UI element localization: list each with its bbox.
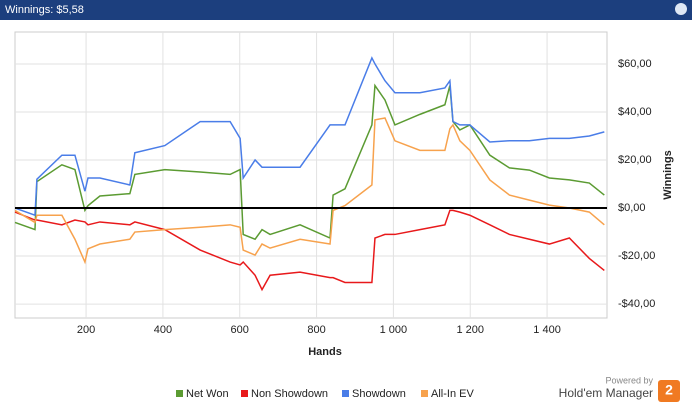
powered-by: Powered by [605,375,653,385]
chart-title: Winnings: $5,58 [5,4,84,16]
x-tick-label: 800 [307,324,325,336]
header-bar [0,0,692,20]
legend-swatch [241,390,248,397]
help-icon[interactable] [675,3,687,15]
x-tick-label: 1 000 [380,324,408,336]
plot-area [14,31,608,319]
legend-label: Non Showdown [251,388,328,400]
y-tick-label: $40,00 [618,106,652,118]
series-line [14,209,605,292]
y-tick-label: $0,00 [618,202,646,214]
legend-label: Showdown [352,388,406,400]
legend-swatch [421,390,428,397]
x-tick-label: 600 [231,324,249,336]
legend-label: Net Won [186,388,229,400]
series-line [14,117,605,265]
logo [658,380,680,402]
x-axis-title: Hands [308,346,342,358]
series-line [14,56,605,217]
x-tick-label: 200 [77,324,95,336]
legend-label: All-In EV [431,388,474,400]
x-tick-label: 400 [154,324,172,336]
product-name: Hold'em Manager [559,386,653,400]
legend-swatch [342,390,349,397]
y-tick-label: -$40,00 [618,298,655,310]
logo-text: 2 [665,382,673,398]
y-tick-label: $20,00 [618,154,652,166]
legend-swatch [176,390,183,397]
y-tick-label: -$20,00 [618,250,655,262]
x-tick-label: 1 200 [456,324,484,336]
y-tick-label: $60,00 [618,58,652,70]
x-tick-label: 1 400 [533,324,561,336]
y-axis-title: Winnings [662,150,674,199]
